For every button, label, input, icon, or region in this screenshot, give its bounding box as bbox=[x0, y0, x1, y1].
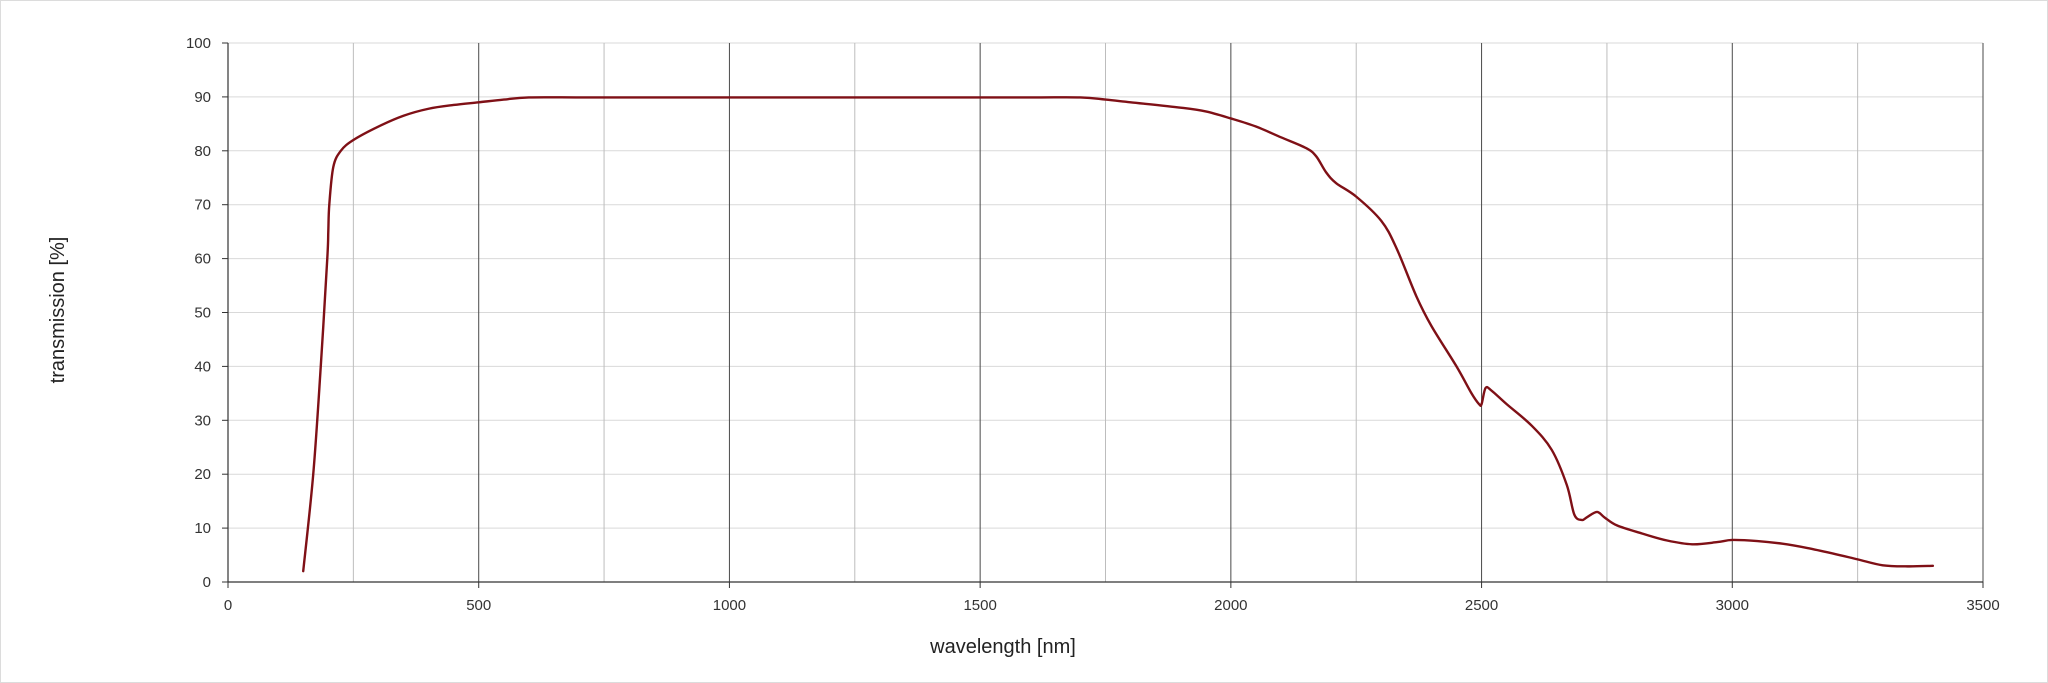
x-axis-title: wavelength [nm] bbox=[929, 636, 1076, 658]
grid-layer bbox=[228, 42, 1984, 582]
y-tick-label: 40 bbox=[194, 358, 211, 375]
x-tick-label: 3000 bbox=[1716, 597, 1749, 614]
x-tick-label: 1000 bbox=[713, 597, 746, 614]
y-tick-label: 10 bbox=[194, 520, 211, 537]
y-tick-label: 70 bbox=[194, 197, 211, 214]
y-tick-label: 90 bbox=[194, 89, 211, 106]
x-tick-label: 1500 bbox=[963, 597, 996, 614]
axes-layer bbox=[222, 42, 1984, 588]
y-tick-label: 50 bbox=[194, 305, 211, 322]
y-axis-title: transmission [%] bbox=[47, 237, 69, 384]
x-tick-label: 2000 bbox=[1214, 597, 1247, 614]
x-tick-label: 0 bbox=[224, 597, 232, 614]
y-tick-label: 0 bbox=[203, 574, 211, 591]
y-tick-label: 60 bbox=[194, 251, 211, 268]
y-tick-label: 20 bbox=[194, 466, 211, 483]
tick-labels: 0 500 1000 1500 2000 2500 3000 3500 0 10 20 30 40 50 6… bbox=[186, 35, 2000, 614]
y-tick-label: 30 bbox=[194, 412, 211, 429]
transmission-curve bbox=[302, 96, 1935, 573]
y-tick-label: 100 bbox=[186, 35, 211, 52]
x-tick-label: 500 bbox=[466, 597, 491, 614]
x-tick-label: 3500 bbox=[1966, 597, 1999, 614]
series-layer bbox=[302, 96, 1935, 573]
x-tick-label: 2500 bbox=[1465, 597, 1498, 614]
y-tick-label: 80 bbox=[194, 143, 211, 160]
